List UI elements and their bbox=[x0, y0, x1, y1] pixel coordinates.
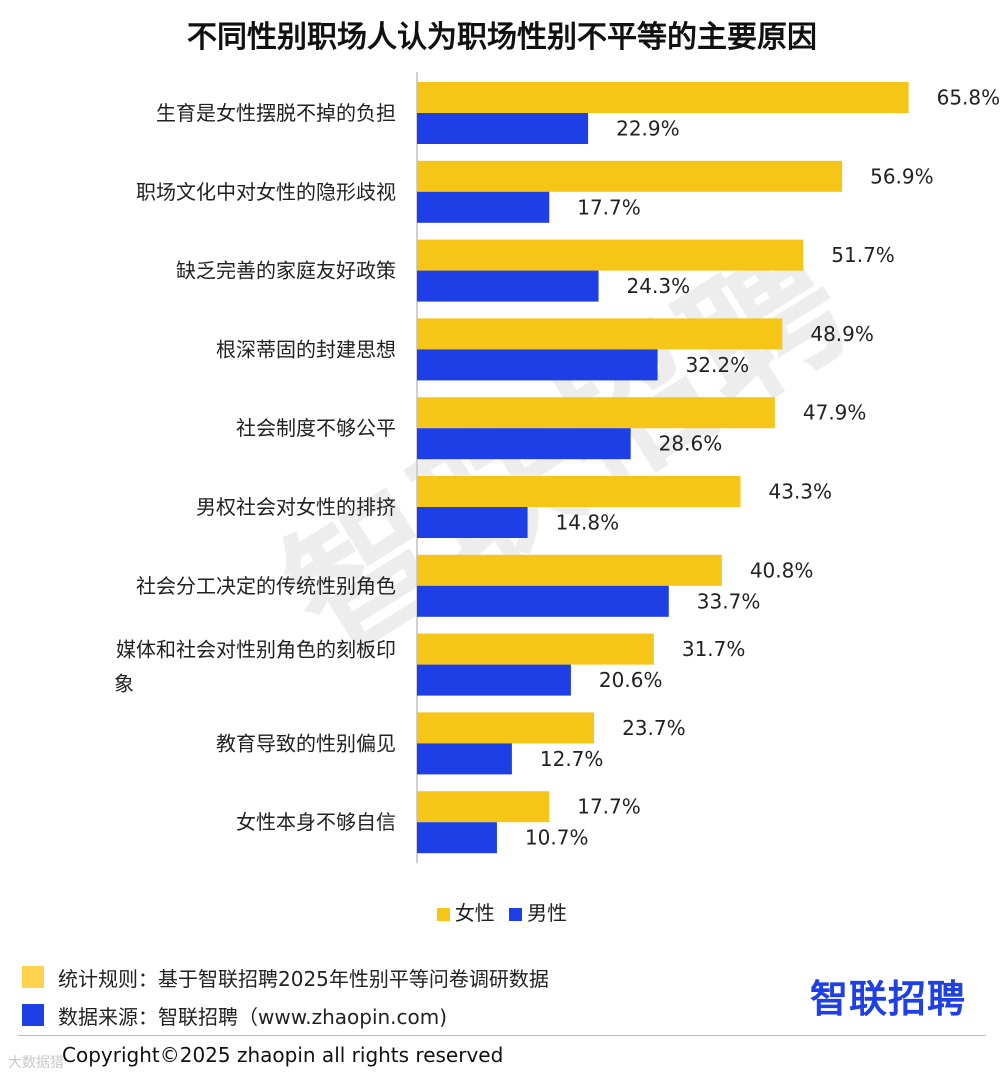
category-label: 根深蒂固的封建思想 bbox=[216, 337, 396, 361]
bar-female bbox=[417, 476, 741, 507]
bar-female bbox=[417, 239, 804, 271]
brand-logo: 智联招聘 bbox=[809, 977, 966, 1021]
category-label: 社会分工决定的传统性别角色 bbox=[136, 574, 396, 598]
note-source-square bbox=[22, 1004, 44, 1026]
legend-item-male: 男性 bbox=[509, 897, 567, 926]
legend: 女性 男性 bbox=[0, 897, 1004, 926]
data-label-female: 43.3% bbox=[769, 480, 833, 504]
bar-chart: 生育是女性摆脱不掉的负担 65.8% 22.9% 职场文化中对女性的隐形歧视 56.9%… bbox=[114, 72, 1001, 864]
data-label-female: 31.7% bbox=[682, 637, 746, 661]
bar-male bbox=[417, 428, 631, 460]
data-label-male: 24.3% bbox=[627, 274, 691, 298]
legend-swatch-male bbox=[509, 908, 523, 921]
bar-male bbox=[417, 349, 658, 381]
data-label-male: 32.2% bbox=[686, 353, 750, 377]
legend-swatch-female bbox=[436, 908, 450, 921]
data-label-female: 47.9% bbox=[803, 401, 867, 425]
note-rule: 统计规则：基于智联招聘2025年性别平等问卷调研数据 bbox=[22, 958, 549, 996]
bar-female bbox=[417, 82, 909, 113]
data-label-male: 12.7% bbox=[540, 747, 604, 771]
data-label-male: 10.7% bbox=[525, 826, 589, 850]
corner-watermark: 大数据猎 bbox=[8, 1055, 64, 1071]
bar-male bbox=[417, 507, 528, 538]
divider bbox=[18, 1035, 986, 1036]
legend-label-female: 女性 bbox=[454, 901, 495, 925]
data-label-female: 65.8% bbox=[937, 86, 1001, 110]
category-label: 男权社会对女性的排挤 bbox=[196, 495, 396, 519]
category-label: 生育是女性摆脱不掉的负担 bbox=[156, 101, 396, 125]
bar-female bbox=[417, 791, 550, 823]
data-label-male: 14.8% bbox=[556, 511, 620, 535]
category-label: 职场文化中对女性的隐形歧视 bbox=[136, 180, 396, 204]
data-label-female: 23.7% bbox=[622, 716, 686, 740]
bar-female bbox=[417, 160, 843, 192]
bar-female bbox=[417, 397, 775, 429]
bar-female bbox=[417, 712, 595, 744]
category-label: 教育导致的性别偏见 bbox=[216, 731, 396, 755]
note-rule-text: 统计规则：基于智联招聘2025年性别平等问卷调研数据 bbox=[58, 966, 549, 991]
category-label: 社会制度不够公平 bbox=[236, 416, 396, 440]
data-label-male: 33.7% bbox=[697, 589, 761, 613]
data-label-female: 51.7% bbox=[831, 243, 895, 267]
data-label-male: 20.6% bbox=[599, 668, 663, 692]
bar-male bbox=[417, 191, 550, 223]
note-rule-square bbox=[22, 966, 44, 988]
copyright: Copyright©2025 zhaopin all rights reserv… bbox=[62, 1043, 504, 1067]
category-label: 女性本身不够自信 bbox=[236, 810, 396, 834]
bar-female bbox=[417, 318, 783, 350]
bar-female bbox=[417, 554, 722, 586]
bar-male bbox=[417, 664, 571, 696]
note-source-text: 数据来源：智联招聘（www.zhaopin.com) bbox=[58, 1004, 448, 1029]
bar-male bbox=[417, 822, 497, 854]
bar-male bbox=[417, 113, 589, 144]
data-label-female: 40.8% bbox=[750, 558, 814, 582]
legend-label-male: 男性 bbox=[527, 901, 568, 925]
data-label-female: 48.9% bbox=[810, 322, 874, 346]
data-label-female: 17.7% bbox=[577, 795, 641, 819]
legend-item-female: 女性 bbox=[436, 897, 495, 926]
data-label-male: 22.9% bbox=[616, 117, 680, 141]
bar-female bbox=[417, 633, 654, 665]
notes: 统计规则：基于智联招聘2025年性别平等问卷调研数据 数据来源：智联招聘（www… bbox=[22, 958, 549, 1034]
data-label-male: 28.6% bbox=[659, 432, 723, 456]
data-label-male: 17.7% bbox=[577, 195, 641, 219]
bar-male bbox=[417, 270, 599, 302]
chart-title: 不同性别职场人认为职场性别不平等的主要原因 bbox=[187, 20, 817, 55]
data-label-female: 56.9% bbox=[870, 164, 934, 188]
bar-male bbox=[417, 585, 669, 617]
bar-male bbox=[417, 743, 512, 775]
category-label: 媒体和社会对性别角色的刻板印象 bbox=[114, 638, 396, 696]
note-source: 数据来源：智联招聘（www.zhaopin.com) bbox=[22, 996, 549, 1034]
category-label: 缺乏完善的家庭友好政策 bbox=[176, 259, 396, 283]
